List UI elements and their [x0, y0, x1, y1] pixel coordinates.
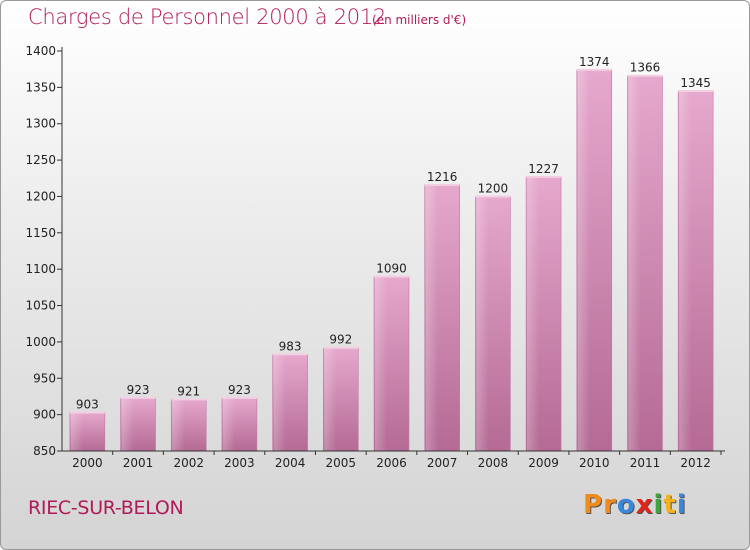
data-label-2000: 903: [76, 397, 99, 411]
bars-group: 903 923 921 923 983 992 1090 1216 1200 1227 1374 13…: [69, 55, 714, 452]
logo-letter: i: [653, 490, 664, 520]
axes-group: 2000 2001 2002 2003 2004 2005 2006 2007 2008 2009…: [25, 44, 725, 470]
logo-letter: x: [635, 490, 654, 520]
y-tick-label-1250: 1250: [25, 153, 56, 167]
logo-letter: t: [663, 490, 677, 520]
bar-highlight-2004: [273, 355, 286, 451]
y-tick-label-1200: 1200: [25, 189, 56, 203]
logo-letter: P: [583, 490, 604, 520]
data-label-2003: 923: [228, 383, 251, 397]
data-label-2004: 983: [279, 339, 302, 353]
y-tick-label-900: 900: [33, 408, 56, 422]
x-tick-label-2004: 2004: [275, 456, 306, 470]
y-tick-label-1400: 1400: [25, 44, 56, 58]
x-tick-label-2005: 2005: [326, 456, 357, 470]
bar-highlight-2009: [527, 177, 540, 451]
x-tick-label-2007: 2007: [427, 456, 458, 470]
y-tick-label-1100: 1100: [25, 262, 56, 276]
bar-highlight-2003: [222, 398, 236, 451]
proxiti-logo[interactable]: Proxiti: [583, 490, 687, 520]
logo-letter: i: [676, 490, 687, 520]
bar-highlight-2002: [172, 400, 185, 451]
bar-highlight-2007: [425, 185, 438, 451]
x-tick-label-2012: 2012: [680, 456, 711, 470]
x-tick-label-2002: 2002: [173, 456, 204, 470]
x-tick-label-2003: 2003: [224, 456, 255, 470]
bar-highlight-2005: [324, 348, 337, 451]
data-label-2010: 1374: [579, 55, 610, 69]
logo-letter: o: [616, 490, 636, 520]
data-label-2001: 923: [127, 383, 150, 397]
y-tick-label-1300: 1300: [25, 117, 56, 131]
data-label-2007: 1216: [427, 170, 458, 184]
data-label-2006: 1090: [376, 261, 407, 275]
y-tick-label-950: 950: [33, 371, 56, 385]
data-label-2002: 921: [177, 384, 200, 398]
commune-name: RIEC-SUR-BELON: [28, 497, 184, 519]
data-label-2005: 992: [329, 333, 352, 347]
x-tick-label-2001: 2001: [123, 456, 154, 470]
chart-subtitle: (en milliers d'€): [372, 13, 467, 27]
data-label-2011: 1366: [630, 61, 661, 75]
bar-highlight-2001: [121, 398, 134, 451]
bar-highlight-2010: [577, 70, 591, 451]
data-label-2008: 1200: [478, 181, 509, 195]
bar-highlight-2000: [70, 413, 84, 451]
x-tick-label-2006: 2006: [376, 456, 407, 470]
y-tick-label-1000: 1000: [25, 335, 56, 349]
bar-highlight-2012: [679, 92, 692, 451]
x-tick-label-2000: 2000: [72, 456, 103, 470]
y-tick-label-1350: 1350: [25, 80, 56, 94]
x-tick-label-2008: 2008: [478, 456, 509, 470]
x-tick-label-2010: 2010: [579, 456, 610, 470]
x-tick-label-2011: 2011: [630, 456, 661, 470]
bar-highlight-2011: [628, 76, 641, 452]
y-tick-label-1050: 1050: [25, 299, 56, 313]
y-tick-label-1150: 1150: [25, 226, 56, 240]
y-tick-label-850: 850: [33, 444, 56, 458]
chart-title: Charges de Personnel 2000 à 2012: [28, 5, 386, 29]
bar-highlight-2006: [375, 277, 388, 451]
data-label-2009: 1227: [528, 162, 559, 176]
bar-highlight-2008: [476, 197, 489, 451]
x-tick-label-2009: 2009: [528, 456, 559, 470]
logo-letter: r: [603, 490, 617, 520]
data-label-2012: 1345: [680, 76, 711, 90]
